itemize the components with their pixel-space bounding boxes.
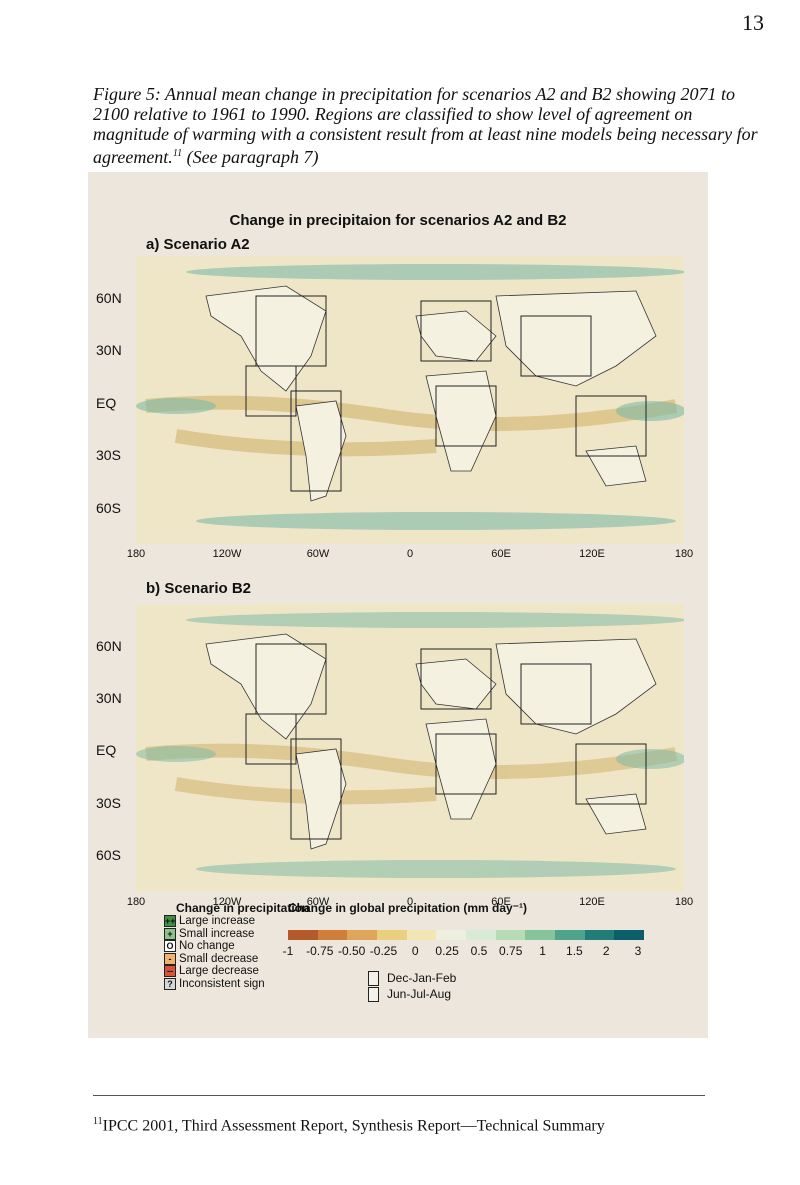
map-a2-svg (136, 264, 684, 530)
colorbar-tick-2: -0.50 (337, 944, 366, 958)
season-row-djf: Dec-Jan-Feb (368, 970, 456, 986)
lon-label-180w-b: 180 (126, 896, 146, 908)
footnote: 11IPCC 2001, Third Assessment Report, Sy… (93, 1116, 605, 1135)
colorbar-tick-9: 1.5 (566, 944, 583, 958)
colorbar-tick-0: -1 (282, 944, 294, 958)
legend-label: Large decrease (179, 965, 259, 978)
colorbar-tick-8: 1 (539, 944, 546, 958)
colorbar-swatch-6 (466, 930, 496, 940)
large-decrease-icon: -- (164, 965, 176, 978)
legend-title-global: Change in global precipitation (mm day⁻¹… (288, 901, 528, 915)
legend-label: No change (179, 940, 235, 953)
colorbar-swatch-2 (347, 930, 378, 940)
legend-item-large-increase: ++ Large increase (164, 915, 265, 928)
caption-footnote-ref: 11 (172, 148, 183, 159)
legend-label: Small decrease (179, 952, 259, 965)
colorbar-tick-11: 3 (634, 944, 642, 958)
map-scenario-a2 (136, 256, 684, 544)
colorbar-swatch-9 (555, 930, 585, 940)
lon-label-0-b: 0 (406, 896, 414, 908)
lat-label-60s-b: 60S (96, 847, 121, 863)
legend-items: ++ Large increase + Small increase O No … (164, 915, 265, 990)
legend-item-no-change: O No change (164, 940, 265, 953)
footnote-rule (93, 1095, 705, 1096)
lon-label-60w: 60W (306, 548, 330, 560)
legend-label: Inconsistent sign (179, 977, 265, 990)
legend-title-change: Change in precipitation (176, 901, 310, 915)
caption-suffix: (See paragraph 7) (186, 147, 319, 167)
lon-label-180w: 180 (126, 548, 146, 560)
footnote-number: 11 (93, 1116, 103, 1127)
lat-label-eq: EQ (96, 395, 117, 411)
map-b2-svg (136, 612, 684, 878)
colorbar-tick-5: 0.25 (435, 944, 459, 958)
legend-label: Large increase (179, 915, 256, 928)
legend-item-inconsistent: ? Inconsistent sign (164, 977, 265, 991)
panel-a-label: a) Scenario A2 (146, 236, 250, 253)
legend-item-small-decrease: - Small decrease (164, 952, 265, 966)
map-scenario-b2 (136, 604, 684, 892)
season-label-djf: Dec-Jan-Feb (387, 971, 457, 985)
lon-label-120e-b: 120E (579, 896, 605, 908)
lon-label-120w: 120W (212, 548, 242, 560)
colorbar-swatch-4 (406, 930, 437, 940)
season-row-jja: Jun-Jul-Aug (368, 986, 456, 1002)
legend-label: Small increase (179, 927, 255, 940)
lon-label-60w-b: 60W (306, 896, 330, 908)
season-label-jja: Jun-Jul-Aug (387, 987, 452, 1001)
lon-label-120e: 120E (579, 548, 605, 560)
season-key: Dec-Jan-Feb Jun-Jul-Aug (368, 970, 456, 1002)
footnote-text: IPCC 2001, Third Assessment Report, Synt… (102, 1117, 605, 1135)
lat-label-30n: 30N (96, 342, 122, 358)
legend-item-large-decrease: -- Large decrease (164, 965, 265, 978)
lon-label-120w-b: 120W (212, 896, 242, 908)
colorbar-tick-10: 2 (602, 944, 610, 958)
page-number: 13 (742, 10, 764, 35)
caption-text: Figure 5: Annual mean change in precipit… (93, 84, 758, 167)
colorbar-tick-3: -0.25 (369, 944, 398, 958)
colorbar-swatch-3 (377, 930, 407, 940)
lon-label-60e-b: 60E (491, 896, 511, 908)
lon-label-180e-b: 180 (674, 896, 694, 908)
colorbar-tick-7: 0.75 (499, 944, 523, 958)
figure-title: Change in precipitaion for scenarios A2 … (229, 212, 567, 229)
small-increase-icon: + (164, 927, 176, 940)
precipitation-colorbar (288, 930, 645, 940)
colorbar-swatch-10 (584, 930, 615, 940)
colorbar-swatch-5 (436, 930, 467, 940)
colorbar-tick-1: -0.75 (306, 944, 334, 958)
season-box-icon (368, 970, 379, 986)
colorbar-tick-labels: -1 -0.75 -0.50 -0.25 0 0.25 0.5 0.75 1 1.5 2 3 (278, 944, 648, 958)
legend-item-small-increase: + Small increase (164, 927, 265, 941)
lon-label-60e: 60E (491, 548, 511, 560)
lat-label-30s-b: 30S (96, 795, 121, 811)
colorbar-swatch-11 (614, 930, 645, 940)
season-box-icon (368, 986, 379, 1002)
colorbar-swatch-0 (288, 930, 318, 940)
panel-b-label: b) Scenario B2 (146, 580, 252, 597)
lat-label-30n-b: 30N (96, 690, 122, 706)
no-change-icon: O (164, 940, 176, 953)
lat-label-60n: 60N (96, 290, 122, 306)
colorbar-swatch-7 (495, 930, 526, 940)
lat-label-30s: 30S (96, 447, 121, 463)
lat-label-60s: 60S (96, 500, 121, 516)
colorbar-tick-4: 0 (411, 944, 419, 958)
colorbar-tick-6: 0.5 (470, 944, 488, 958)
small-decrease-icon: - (164, 952, 176, 965)
lon-label-180e: 180 (674, 548, 694, 560)
large-increase-icon: ++ (164, 915, 176, 928)
lat-label-eq-b: EQ (96, 742, 117, 758)
inconsistent-sign-icon: ? (164, 977, 176, 990)
figure-panel: Change in precipitaion for scenarios A2 … (88, 172, 708, 1038)
figure-caption: Figure 5: Annual mean change in precipit… (93, 84, 763, 167)
lon-label-0: 0 (406, 548, 414, 560)
colorbar-swatch-8 (525, 930, 556, 940)
colorbar-swatch-1 (317, 930, 348, 940)
lat-label-60n-b: 60N (96, 638, 122, 654)
